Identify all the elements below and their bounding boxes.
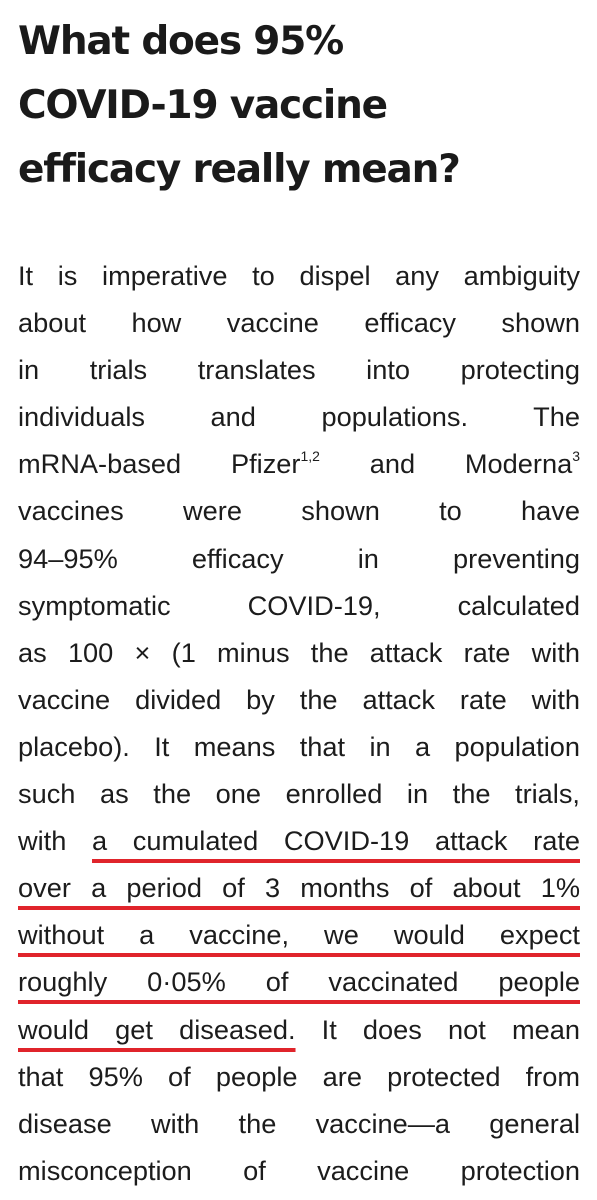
- body-text-fragment: mRNA-based Pfizer: [18, 448, 301, 480]
- title-line-2: COVID-19 vaccine: [18, 83, 388, 128]
- body-line: roughly 0·05% of vaccinated people: [18, 958, 580, 1005]
- article-page: What does 95% COVID-19 vaccine efficacy …: [18, 0, 580, 1200]
- highlighted-text: would get diseased.: [18, 1013, 296, 1045]
- body-line: disease with the vaccine—a general: [18, 1107, 580, 1139]
- title-line-3: efficacy really mean?: [18, 147, 461, 192]
- reference-superscript: 3: [572, 448, 580, 465]
- reference-superscript: 1,2: [300, 448, 320, 465]
- body-line: with a cumulated COVID-19 attack rate: [18, 817, 580, 864]
- highlighted-text: over a period of 3 months of about 1%: [18, 872, 580, 904]
- highlighted-text: without a vaccine, we would expect: [18, 919, 580, 951]
- body-line: over a period of 3 months of about 1%: [18, 864, 580, 911]
- body-line: as 100 × (1 minus the attack rate with: [18, 636, 580, 668]
- body-line: It is imperative to dispel any ambiguity: [18, 260, 580, 291]
- body-line: symptomatic COVID-19, calculated: [18, 589, 580, 621]
- body-line: in trials translates into protecting: [18, 354, 580, 386]
- body-text-fragment: and Moderna: [319, 448, 573, 480]
- article-body: It is imperative to dispel any ambiguity…: [18, 252, 580, 1194]
- highlighted-text: a cumulated COVID-19 attack rate: [92, 825, 580, 857]
- body-line: placebo). It means that in a population: [18, 730, 580, 762]
- body-line: about how vaccine efficacy shown: [18, 307, 580, 339]
- highlighted-text: roughly 0·05% of vaccinated people: [18, 966, 580, 998]
- body-text-fragment: with: [18, 825, 93, 857]
- article-title: What does 95% COVID-19 vaccine efficacy …: [18, 0, 580, 202]
- body-line: would get diseased. It does not mean: [18, 1006, 580, 1053]
- body-line: that 95% of people are protected from: [18, 1060, 580, 1092]
- body-line: without a vaccine, we would expect: [18, 911, 580, 958]
- body-line: vaccines were shown to have: [18, 495, 580, 527]
- body-line: misconception of vaccine protection: [18, 1154, 580, 1186]
- title-line-1: What does 95%: [18, 19, 344, 64]
- body-line: 94–95% efficacy in preventing: [18, 542, 580, 574]
- body-line: vaccine divided by the attack rate with: [18, 683, 580, 715]
- body-line: mRNA-based Pfizer1,2 and Moderna3: [18, 440, 580, 487]
- body-line: such as the one enrolled in the trials,: [18, 778, 580, 810]
- body-line: individuals and populations. The: [18, 401, 580, 433]
- body-text-fragment: It does not mean: [295, 1013, 580, 1045]
